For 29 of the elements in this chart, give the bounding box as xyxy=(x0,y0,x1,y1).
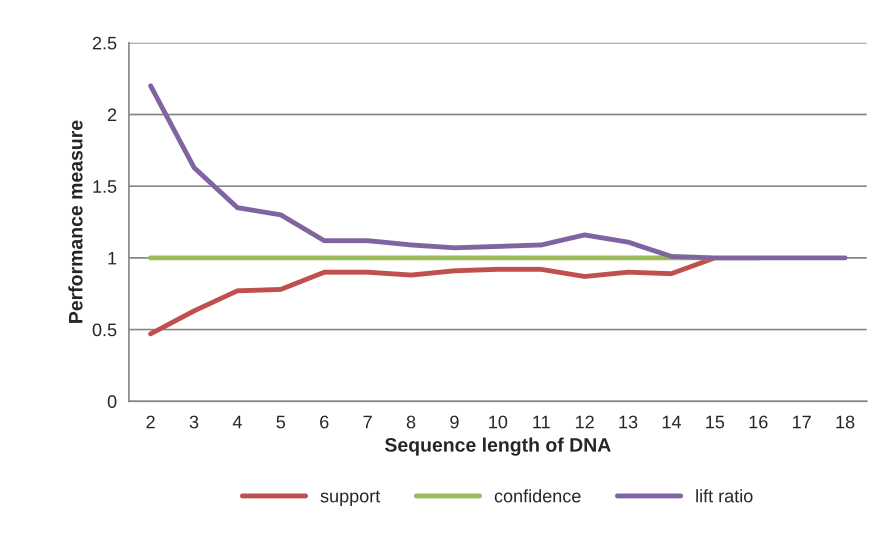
y-tick-label: 0.5 xyxy=(92,323,116,336)
x-tick-label: 14 xyxy=(662,416,681,428)
x-tick-label: 7 xyxy=(364,416,372,428)
x-tick-label: 16 xyxy=(750,416,768,428)
x-tick-label: 15 xyxy=(706,416,724,428)
x-tick-label: 11 xyxy=(533,416,550,428)
x-tick-label: 3 xyxy=(190,416,198,428)
x-tick-label: 13 xyxy=(619,416,638,428)
y-axis-title: Performance measure xyxy=(68,120,83,323)
line-series xyxy=(148,83,848,260)
x-tick-label: 18 xyxy=(836,416,854,428)
x-tick-label: 4 xyxy=(232,416,242,428)
x-tick-label: 17 xyxy=(793,416,811,428)
legend-label: lift ratio xyxy=(696,489,753,502)
y-tick-label: 1.5 xyxy=(93,180,116,193)
legend-label: support xyxy=(320,490,380,506)
y-tick-label: 0 xyxy=(108,395,116,408)
y-tick-label: 1 xyxy=(108,252,116,264)
x-tick-label: 6 xyxy=(320,416,328,428)
x-tick-label: 10 xyxy=(489,416,508,428)
x-tick-label: 5 xyxy=(276,416,286,428)
x-tick-label: 2 xyxy=(146,416,155,428)
x-tick-label: 12 xyxy=(576,416,594,428)
y-tick-label: 2 xyxy=(108,108,116,122)
x-tick-label: 8 xyxy=(406,416,416,428)
x-tick-label: 9 xyxy=(450,416,459,428)
y-tick-label: 2.5 xyxy=(92,36,116,50)
legend-label: confidence xyxy=(494,489,581,502)
x-axis-title: Sequence length of DNA xyxy=(384,438,611,456)
